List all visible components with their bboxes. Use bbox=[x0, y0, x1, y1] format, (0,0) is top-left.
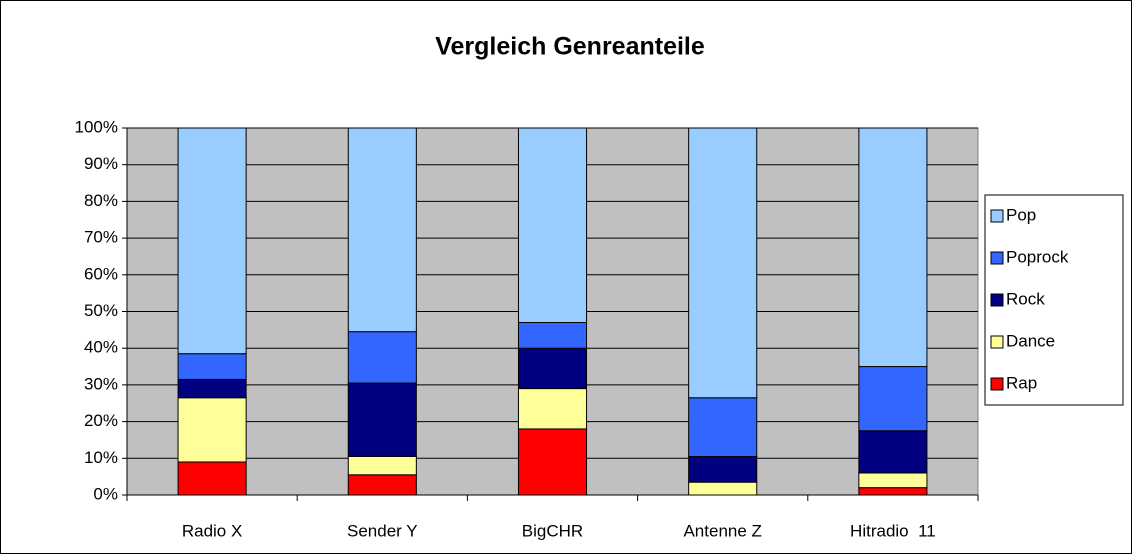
x-tick-label: Hitradio 11 bbox=[850, 521, 936, 540]
y-tick-label: 30% bbox=[84, 374, 118, 393]
x-tick-label: Radio X bbox=[182, 521, 242, 540]
bar-segment bbox=[688, 127, 758, 399]
y-tick-label: 20% bbox=[84, 411, 118, 430]
bar-segment bbox=[858, 127, 928, 368]
legend-label: Rock bbox=[1006, 289, 1045, 308]
legend-label: Rap bbox=[1006, 373, 1037, 392]
bar-segment bbox=[347, 331, 417, 384]
bar-segment bbox=[177, 397, 247, 463]
legend-label: Poprock bbox=[1006, 247, 1069, 266]
legend-label: Pop bbox=[1006, 205, 1036, 224]
y-tick-label: 80% bbox=[84, 191, 118, 210]
legend-box bbox=[984, 194, 1124, 406]
bar-segment bbox=[858, 472, 928, 489]
legend-swatch bbox=[990, 335, 1004, 349]
x-tick-label: BigCHR bbox=[522, 521, 583, 540]
x-tick-label: Sender Y bbox=[347, 521, 418, 540]
bar-segment bbox=[688, 481, 758, 496]
bar-segment bbox=[517, 388, 588, 430]
bar-segment bbox=[688, 455, 758, 483]
bar-segment bbox=[347, 455, 417, 476]
legend-swatch bbox=[990, 251, 1004, 265]
bar-segment bbox=[177, 353, 247, 380]
bar-segment bbox=[517, 428, 588, 496]
legend-swatch bbox=[990, 209, 1004, 223]
y-tick-label: 10% bbox=[84, 448, 118, 467]
bar-segment bbox=[517, 127, 588, 324]
bar-segment bbox=[177, 461, 247, 496]
y-tick-label: 50% bbox=[84, 301, 118, 320]
bar-segment bbox=[177, 378, 247, 399]
y-tick-label: 90% bbox=[84, 154, 118, 173]
bar-segment bbox=[688, 397, 758, 457]
y-tick-label: 60% bbox=[84, 264, 118, 283]
bar-segment bbox=[347, 127, 417, 333]
legend-swatch bbox=[990, 377, 1004, 391]
y-tick-label: 70% bbox=[84, 228, 118, 247]
bar-segment bbox=[858, 430, 928, 474]
bar-segment bbox=[517, 347, 588, 390]
legend-label: Dance bbox=[1006, 331, 1055, 350]
bar-segment bbox=[177, 127, 247, 355]
y-tick-label: 100% bbox=[75, 117, 118, 136]
bar-segment bbox=[858, 366, 928, 432]
bar-segment bbox=[347, 474, 417, 496]
bar-segment bbox=[517, 322, 588, 349]
y-tick-label: 0% bbox=[93, 484, 118, 503]
x-tick-label: Antenne Z bbox=[683, 521, 761, 540]
chart-title: Vergleich Genreanteile bbox=[435, 33, 705, 61]
bar-segment bbox=[858, 487, 928, 496]
bar-segment bbox=[347, 382, 417, 457]
y-tick-label: 40% bbox=[84, 338, 118, 357]
legend-swatch bbox=[990, 293, 1004, 307]
